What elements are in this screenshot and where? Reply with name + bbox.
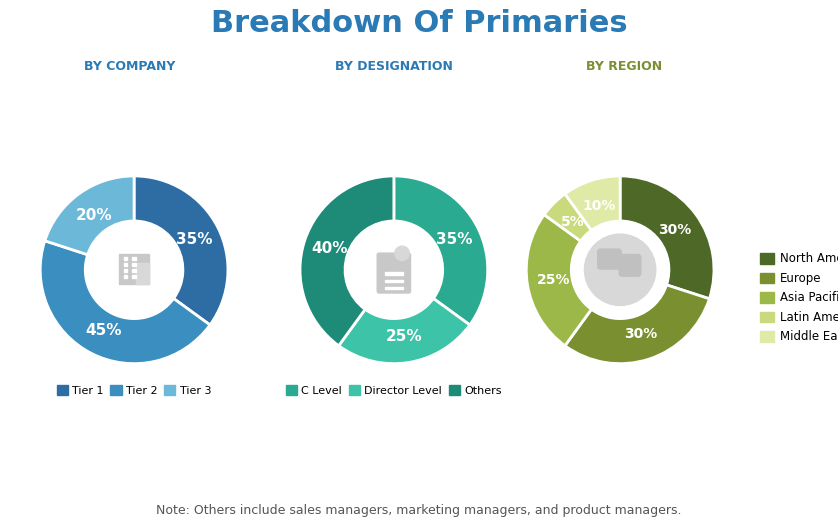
Legend: C Level, Director Level, Others: C Level, Director Level, Others bbox=[282, 381, 506, 400]
Wedge shape bbox=[394, 176, 488, 325]
Legend: Tier 1, Tier 2, Tier 3: Tier 1, Tier 2, Tier 3 bbox=[52, 381, 216, 400]
Bar bbox=[123, 257, 127, 260]
Text: 35%: 35% bbox=[436, 232, 473, 247]
Text: 30%: 30% bbox=[624, 327, 658, 341]
Wedge shape bbox=[40, 241, 210, 363]
Circle shape bbox=[85, 221, 183, 318]
Text: Breakdown Of Primaries: Breakdown Of Primaries bbox=[210, 10, 628, 38]
Bar bbox=[132, 263, 136, 267]
FancyBboxPatch shape bbox=[377, 253, 411, 293]
Bar bbox=[136, 263, 149, 285]
Text: BY DESIGNATION: BY DESIGNATION bbox=[335, 60, 453, 72]
Text: 25%: 25% bbox=[386, 329, 422, 344]
Text: 5%: 5% bbox=[561, 215, 584, 229]
Wedge shape bbox=[544, 194, 592, 241]
Bar bbox=[123, 263, 127, 267]
Bar bbox=[385, 287, 403, 289]
Bar bbox=[132, 275, 136, 278]
Text: 45%: 45% bbox=[85, 323, 122, 338]
Text: 25%: 25% bbox=[536, 273, 570, 287]
Wedge shape bbox=[339, 298, 470, 363]
Text: 35%: 35% bbox=[176, 232, 213, 247]
Wedge shape bbox=[565, 176, 620, 230]
FancyBboxPatch shape bbox=[619, 254, 641, 276]
FancyBboxPatch shape bbox=[597, 249, 621, 269]
Circle shape bbox=[395, 246, 409, 261]
Bar bbox=[132, 257, 136, 260]
Bar bbox=[132, 269, 136, 272]
Text: Note: Others include sales managers, marketing managers, and product managers.: Note: Others include sales managers, mar… bbox=[156, 504, 682, 517]
Wedge shape bbox=[620, 176, 714, 299]
Bar bbox=[123, 275, 127, 278]
Bar bbox=[385, 272, 403, 275]
Text: 40%: 40% bbox=[312, 241, 348, 257]
Circle shape bbox=[572, 221, 669, 318]
Wedge shape bbox=[300, 176, 394, 346]
Bar bbox=[119, 254, 149, 285]
Circle shape bbox=[345, 221, 442, 318]
Bar bbox=[123, 269, 127, 272]
Wedge shape bbox=[526, 215, 592, 346]
Text: BY COMPANY: BY COMPANY bbox=[84, 60, 176, 72]
Legend: North America, Europe, Asia Pacific, Latin America, Middle East & Africa: North America, Europe, Asia Pacific, Lat… bbox=[755, 248, 838, 348]
Circle shape bbox=[584, 234, 656, 305]
Bar bbox=[385, 280, 403, 282]
Text: BY REGION: BY REGION bbox=[587, 60, 662, 72]
Wedge shape bbox=[565, 285, 710, 363]
Text: 10%: 10% bbox=[582, 198, 616, 213]
Text: 30%: 30% bbox=[658, 223, 691, 237]
Wedge shape bbox=[134, 176, 228, 325]
Text: 20%: 20% bbox=[76, 207, 112, 223]
Wedge shape bbox=[44, 176, 134, 254]
